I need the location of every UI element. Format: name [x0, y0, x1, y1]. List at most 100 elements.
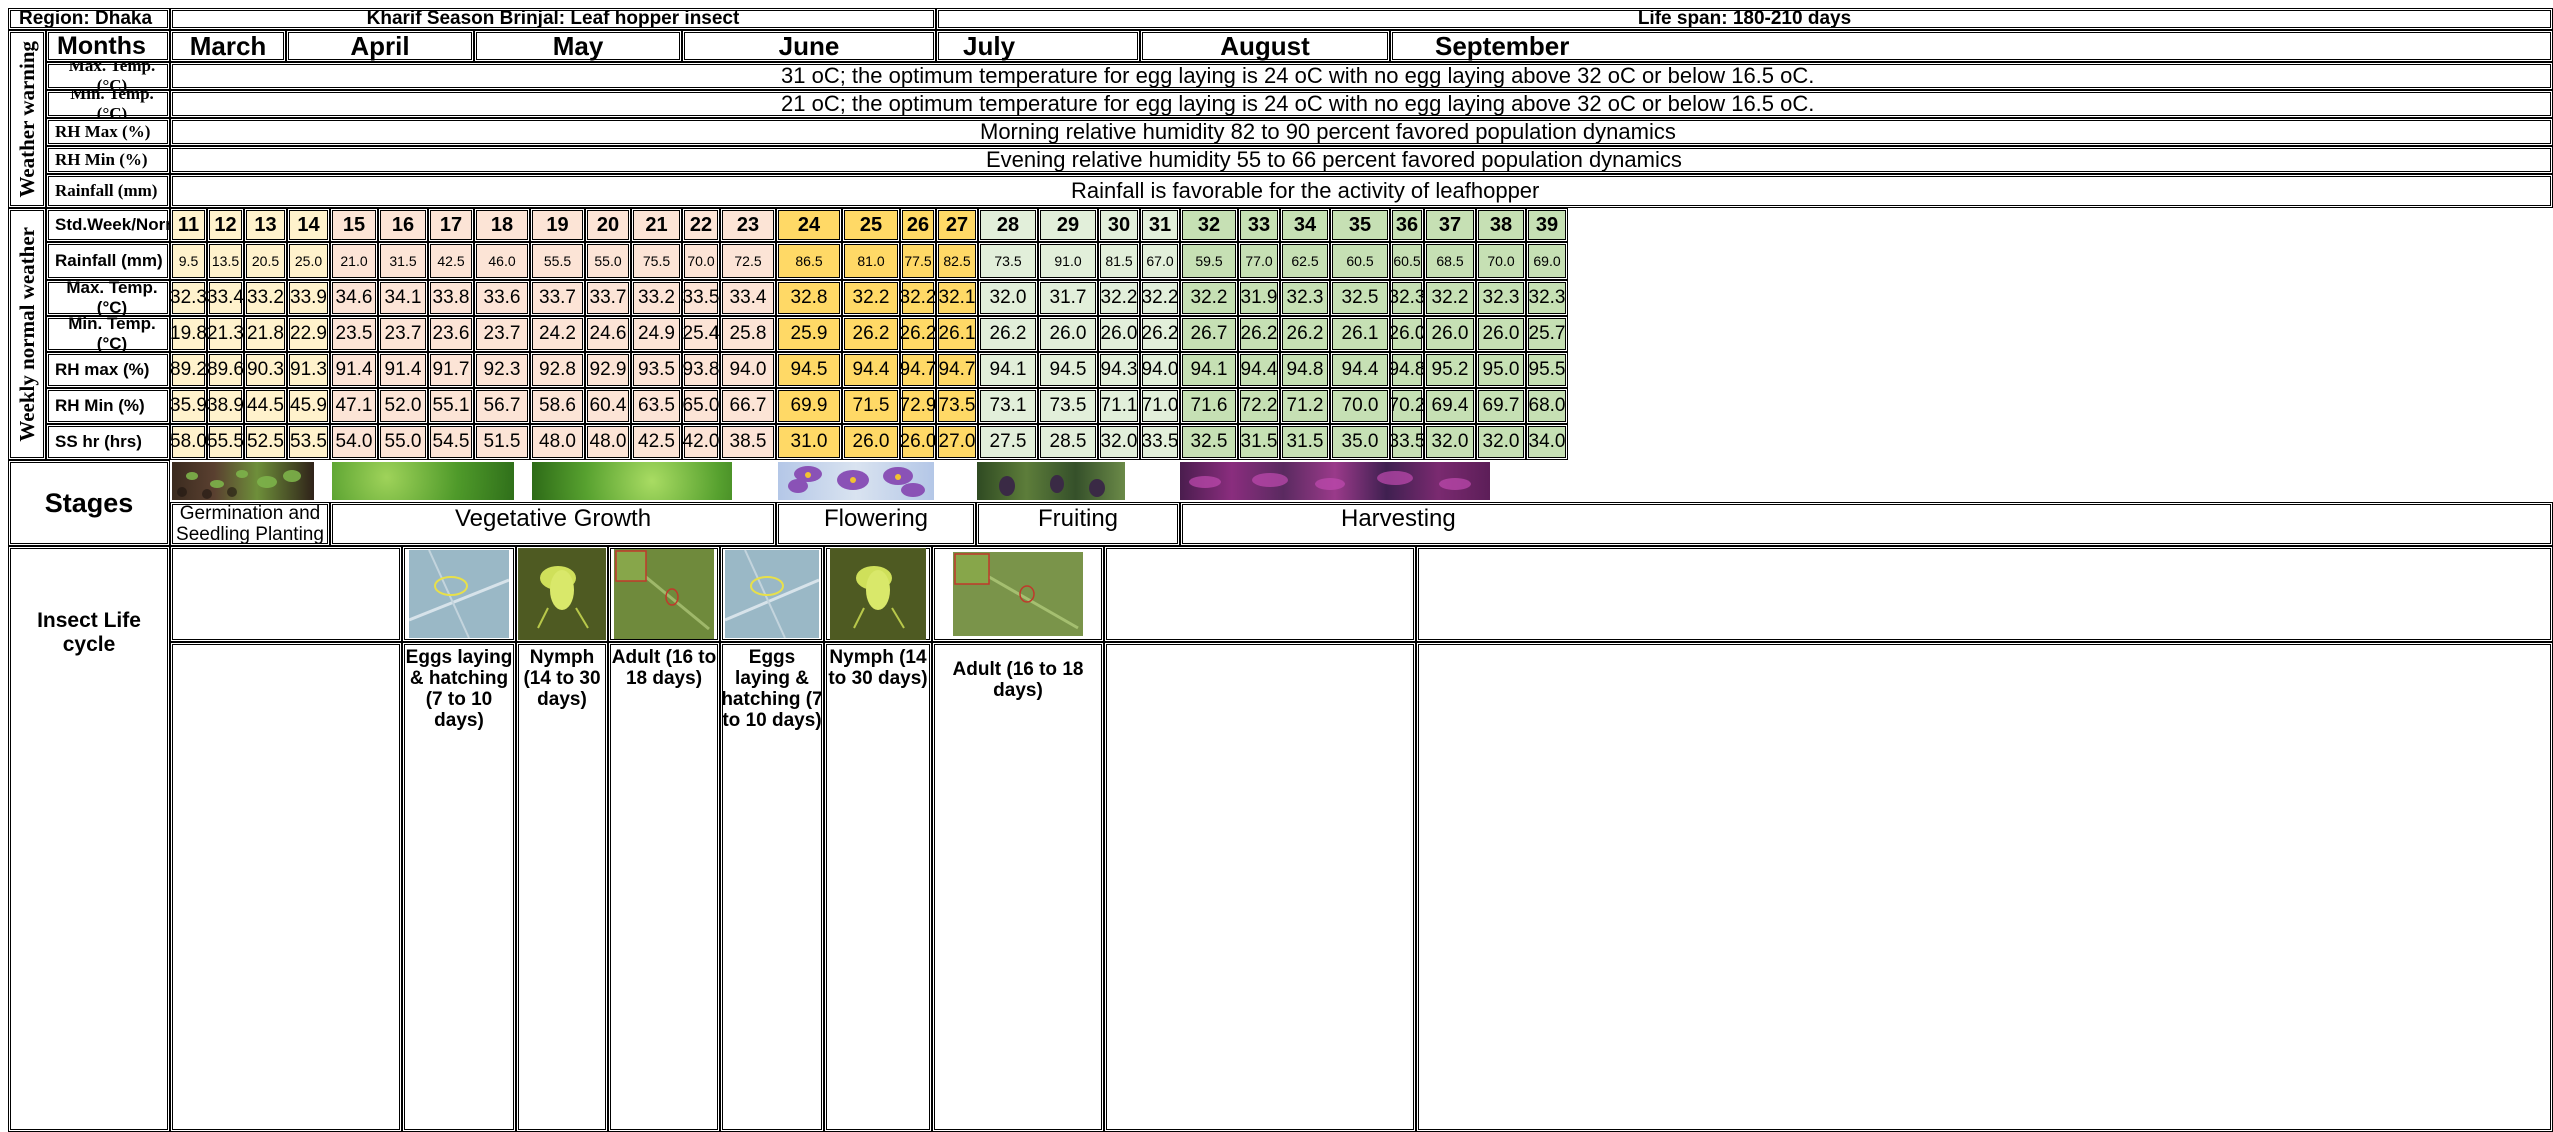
weekly-cell-rh-max: 91.4: [378, 352, 428, 388]
weekly-cell-rh-max: 92.8: [530, 352, 585, 388]
stage-germination: Germination and Seedling Planting: [170, 502, 330, 546]
weekly-cell-min-temp: 25.7: [1526, 316, 1568, 352]
weekly-cell-rh-min: 65.0: [682, 388, 720, 424]
weekly-cell-rh-max: 94.3: [1098, 352, 1140, 388]
insect-label-empty-2: [1104, 642, 1416, 1132]
weekly-cell-rh-min: 66.7: [720, 388, 776, 424]
weekly-cell-ss-hr: 48.0: [530, 424, 585, 460]
weekly-cell-min-temp: 26.2: [1238, 316, 1280, 352]
insect-stage-nymph-1: Nymph (14 to 30 days): [516, 642, 608, 1132]
weekly-cell-max-temp: 33.7: [530, 280, 585, 316]
weekly-cell-rh-min: 69.9: [776, 388, 842, 424]
weekly-cell-ss-hr: 27.5: [978, 424, 1038, 460]
weekly-cell-rainfall: 21.0: [330, 242, 378, 280]
weekly-cell-max-temp: 33.8: [428, 280, 474, 316]
insect-adult-cell-2: [932, 546, 1104, 642]
fruit-photo: [977, 462, 1125, 500]
weekly-cell-rainfall: 82.5: [936, 242, 978, 280]
weekly-cell-rh-max: 91.3: [287, 352, 330, 388]
weekly-cell-rh-min: 35.9: [170, 388, 207, 424]
weekly-cell-ss-hr: 52.5: [244, 424, 287, 460]
weekly-cell-std-week: 34: [1280, 208, 1330, 242]
weekly-cell-min-temp: 26.7: [1180, 316, 1238, 352]
weekly-cell-min-temp: 19.8: [170, 316, 207, 352]
insect-stage-eggs-2: Eggs laying & hatching (7 to 10 days): [720, 642, 824, 1132]
weekly-cell-rh-max: 94.4: [1238, 352, 1280, 388]
adult-photo: [953, 552, 1083, 636]
weekly-cell-std-week: 13: [244, 208, 287, 242]
insect-empty-cell-3: [1416, 546, 2553, 642]
warning-text-rh-min: Evening relative humidity 55 to 66 perce…: [170, 146, 2553, 174]
weekly-cell-rh-min: 58.6: [530, 388, 585, 424]
weekly-label-rh-max: RH max (%): [46, 352, 170, 388]
weather-warning-section: Weather warning: [8, 30, 46, 208]
weekly-cell-min-temp: 26.2: [1280, 316, 1330, 352]
weekly-cell-ss-hr: 35.0: [1330, 424, 1390, 460]
weekly-cell-max-temp: 32.2: [1424, 280, 1476, 316]
weekly-cell-min-temp: 26.0: [1390, 316, 1424, 352]
weekly-cell-min-temp: 25.8: [720, 316, 776, 352]
leaf-photo-2: [532, 462, 732, 500]
warning-label-min-temp: Min. Temp. (°C): [46, 90, 170, 118]
weekly-cell-rh-min: 60.4: [585, 388, 631, 424]
weekly-cell-ss-hr: 48.0: [585, 424, 631, 460]
weekly-cell-max-temp: 34.1: [378, 280, 428, 316]
weekly-cell-min-temp: 26.0: [1098, 316, 1140, 352]
weekly-cell-min-temp: 23.6: [428, 316, 474, 352]
weekly-cell-rainfall: 42.5: [428, 242, 474, 280]
weekly-weather-label: Weekly normal weather: [14, 226, 39, 442]
insect-lifecycle-label: Insect Life cycle: [8, 546, 170, 1132]
weekly-cell-max-temp: 32.1: [936, 280, 978, 316]
weekly-cell-rh-min: 45.9: [287, 388, 330, 424]
weekly-cell-rh-max: 94.8: [1390, 352, 1424, 388]
weekly-cell-rh-max: 91.4: [330, 352, 378, 388]
weekly-cell-std-week: 36: [1390, 208, 1424, 242]
weekly-cell-ss-hr: 32.5: [1180, 424, 1238, 460]
weekly-cell-ss-hr: 32.0: [1476, 424, 1526, 460]
weekly-cell-min-temp: 26.2: [842, 316, 900, 352]
weekly-cell-rh-min: 71.2: [1280, 388, 1330, 424]
weekly-cell-std-week: 21: [631, 208, 682, 242]
weekly-label-ss-hr: SS hr (hrs): [46, 424, 170, 460]
weekly-cell-min-temp: 26.1: [936, 316, 978, 352]
weekly-cell-ss-hr: 33.5: [1140, 424, 1180, 460]
weekly-label-max-temp: Max. Temp. (°C): [46, 280, 170, 316]
nymph-photo: [830, 548, 926, 640]
warning-text-rainfall: Rainfall is favorable for the activity o…: [170, 174, 2553, 208]
weekly-cell-std-week: 14: [287, 208, 330, 242]
weekly-cell-min-temp: 26.2: [1140, 316, 1180, 352]
weekly-cell-ss-hr: 55.0: [378, 424, 428, 460]
weekly-cell-min-temp: 23.7: [378, 316, 428, 352]
weekly-cell-max-temp: 33.7: [585, 280, 631, 316]
weekly-cell-rh-min: 52.0: [378, 388, 428, 424]
weekly-cell-max-temp: 32.3: [1526, 280, 1568, 316]
weekly-cell-std-week: 25: [842, 208, 900, 242]
insect-stage-adult-1: Adult (16 to 18 days): [608, 642, 720, 1132]
warning-text-min-temp: 21 oC; the optimum temperature for egg l…: [170, 90, 2553, 118]
insect-egg-cell-1: [402, 546, 516, 642]
weekly-cell-std-week: 12: [207, 208, 244, 242]
weekly-cell-rh-min: 55.1: [428, 388, 474, 424]
weekly-cell-min-temp: 26.2: [900, 316, 936, 352]
weekly-cell-max-temp: 33.4: [207, 280, 244, 316]
month-july: July: [936, 30, 1140, 62]
weekly-cell-std-week: 38: [1476, 208, 1526, 242]
weekly-cell-rainfall: 25.0: [287, 242, 330, 280]
weekly-cell-rainfall: 75.5: [631, 242, 682, 280]
weekly-cell-max-temp: 32.2: [1140, 280, 1180, 316]
weekly-label-rainfall: Rainfall (mm): [46, 242, 170, 280]
stage-fruiting: Fruiting: [976, 502, 1180, 546]
weekly-cell-rainfall: 9.5: [170, 242, 207, 280]
weekly-cell-rainfall: 55.5: [530, 242, 585, 280]
weekly-cell-max-temp: 32.3: [1390, 280, 1424, 316]
weekly-cell-rh-max: 94.5: [776, 352, 842, 388]
weekly-cell-ss-hr: 31.0: [776, 424, 842, 460]
weekly-cell-rh-min: 71.6: [1180, 388, 1238, 424]
weekly-cell-rh-min: 69.7: [1476, 388, 1526, 424]
weekly-cell-std-week: 37: [1424, 208, 1476, 242]
weekly-cell-rh-max: 95.5: [1526, 352, 1568, 388]
region-label: Region: Dhaka: [8, 8, 170, 30]
weekly-cell-max-temp: 34.6: [330, 280, 378, 316]
weekly-cell-rainfall: 77.0: [1238, 242, 1280, 280]
weekly-cell-max-temp: 32.8: [776, 280, 842, 316]
